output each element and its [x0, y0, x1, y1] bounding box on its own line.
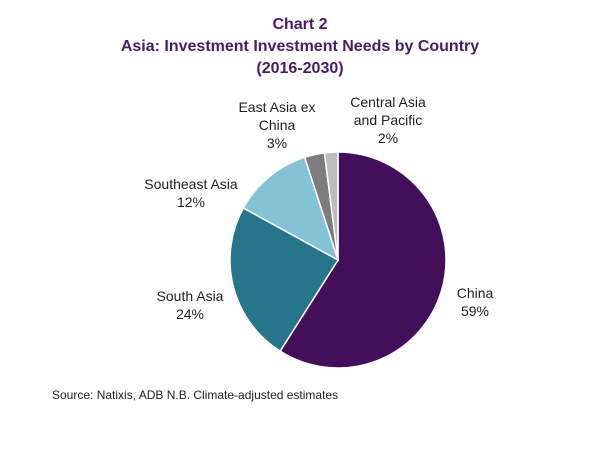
label-southeast-asia: Southeast Asia 12% [126, 175, 256, 211]
slice-central-asia-pacific [323, 151, 339, 261]
label-china-value: 59% [460, 303, 490, 319]
label-east-asia-name1: East Asia ex [238, 99, 316, 115]
label-southeast-asia-value: 12% [176, 194, 206, 210]
slice-china [279, 151, 447, 369]
label-central-asia-name1: Central Asia [350, 94, 426, 110]
label-central-asia: Central Asia and Pacific 2% [333, 93, 443, 147]
chart-title-line3: (2016-2030) [256, 60, 344, 77]
label-east-asia-value: 3% [266, 135, 288, 151]
slice-southeast-asia [242, 156, 340, 262]
source-note: Source: Natixis, ADB N.B. Climate-adjust… [52, 388, 339, 402]
label-east-asia-name2: China [258, 117, 296, 133]
label-south-asia-name: South Asia [156, 288, 224, 304]
label-central-asia-value: 2% [377, 130, 399, 146]
label-southeast-asia-name: Southeast Asia [144, 176, 238, 192]
chart-title-block: Chart 2 Asia: Investment Investment Need… [0, 14, 600, 80]
label-east-asia: East Asia ex China 3% [222, 98, 332, 152]
chart-title-line2: Asia: Investment Investment Needs by Cou… [120, 38, 480, 55]
label-central-asia-name2: and Pacific [353, 112, 423, 128]
slice-south-asia [229, 206, 340, 353]
chart-title-line1: Chart 2 [272, 16, 328, 33]
label-south-asia-value: 24% [175, 306, 205, 322]
label-china-name: China [456, 285, 494, 301]
label-china: China 59% [440, 284, 510, 320]
label-south-asia: South Asia 24% [140, 287, 240, 323]
